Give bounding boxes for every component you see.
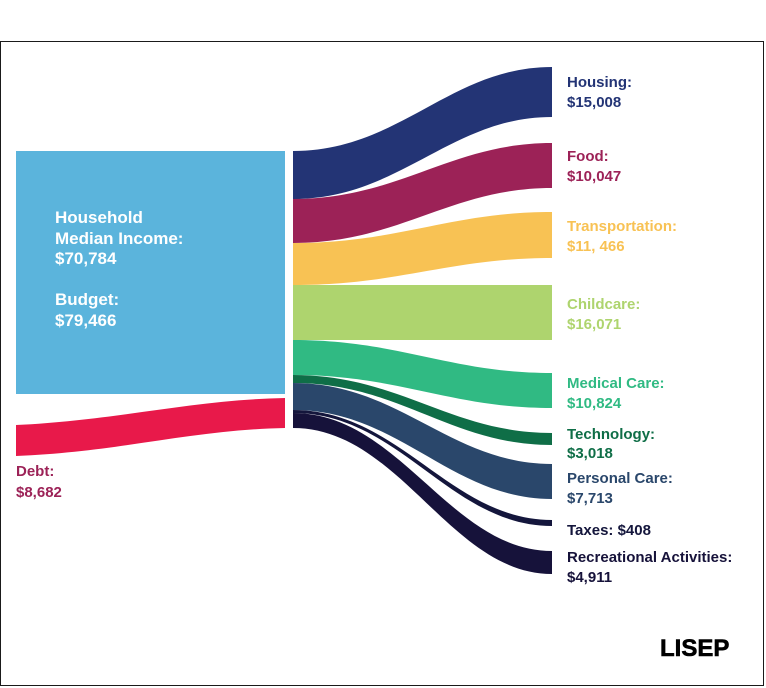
budget-value: $79,466 [55, 311, 116, 330]
flow-childcare [293, 285, 552, 340]
category-name: Personal Care: [567, 470, 673, 487]
category-name: Housing: [567, 74, 632, 91]
category-name: Technology: [567, 426, 655, 443]
flow-transportation [293, 212, 552, 285]
income-value: $70,784 [55, 249, 117, 268]
chart-frame [0, 41, 764, 686]
flow-technology [293, 375, 552, 445]
category-value: $16,071 [567, 316, 621, 333]
flow-medical-care [293, 340, 552, 408]
flow-personal-care [293, 383, 552, 499]
category-name: Transportation: [567, 218, 677, 235]
income-node [16, 151, 285, 394]
budget-label: Budget: [55, 290, 119, 309]
category-value: $11, 466 [567, 238, 625, 255]
flow-housing [293, 67, 552, 199]
category-value: $10,824 [567, 395, 622, 412]
flows [293, 67, 552, 574]
income-label-line2: Median Income: [55, 229, 183, 248]
flow-food [293, 143, 552, 243]
debt-label: Debt: [16, 463, 54, 480]
category-name: Medical Care: [567, 375, 665, 392]
category-labels: Housing: $15,008 Food: $10,047 Transportatio… [567, 74, 732, 586]
category-value: $7,713 [567, 490, 613, 507]
category-value: $15,008 [567, 94, 621, 111]
category-value: $4,911 [567, 569, 612, 586]
category-name: Food: [567, 148, 609, 165]
income-label-line1: Household [55, 208, 143, 227]
debt-flow [16, 398, 285, 456]
flow-taxes [293, 410, 552, 526]
flow-recreational-activities [293, 413, 552, 574]
lisep-logo: LISEP [660, 635, 729, 662]
category-value: $3,018 [567, 445, 613, 462]
category-name: Taxes: $408 [567, 522, 651, 539]
category-name: Childcare: [567, 296, 640, 313]
category-value: $10,047 [567, 168, 621, 185]
debt-value: $8,682 [16, 484, 62, 501]
category-name: Recreational Activities: [567, 549, 732, 566]
